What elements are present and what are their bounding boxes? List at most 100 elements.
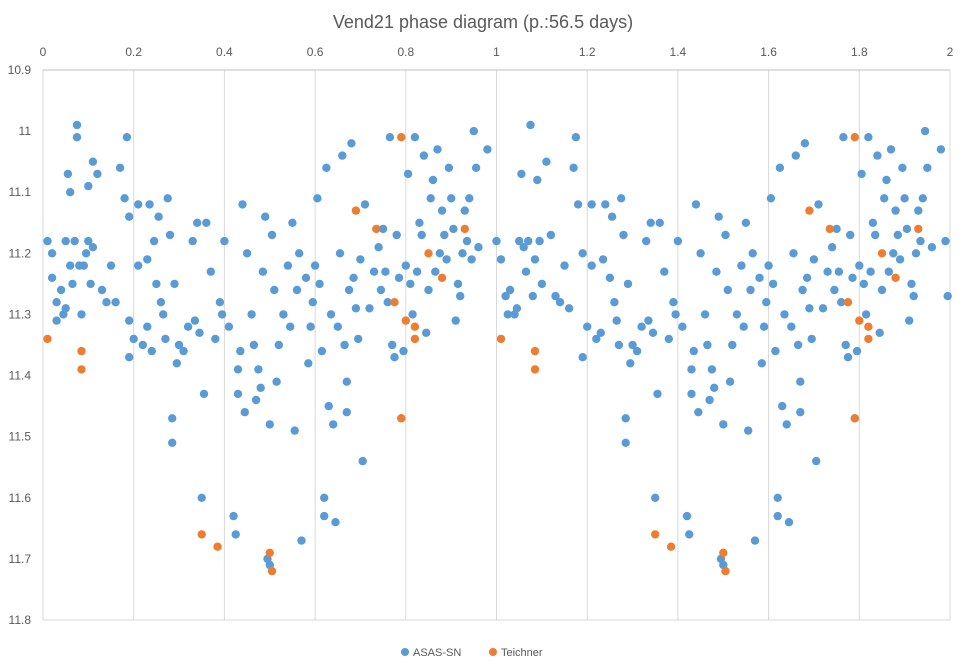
data-point [43,236,52,246]
data-point [134,200,143,209]
data-point [397,133,406,142]
data-point [424,249,433,258]
data-point [202,218,211,227]
data-point [399,346,408,356]
data-point [224,322,234,331]
data-point [757,359,766,368]
data-point [916,236,925,246]
data-point [344,285,354,295]
data-point [134,261,143,270]
data-point [460,224,469,234]
data-point [290,426,299,435]
data-point [437,206,447,215]
data-point [183,322,193,331]
data-point [351,206,361,215]
data-point [564,304,574,313]
x-tick-label: 0 [40,45,47,59]
data-point [125,212,134,221]
data-point [598,255,608,264]
data-point [154,212,163,221]
x-tick-label: 0.4 [216,45,233,59]
data-point [77,346,86,356]
data-point [914,224,923,234]
data-point [147,346,156,356]
data-point [501,291,510,301]
data-point [179,346,188,356]
data-point [653,389,662,399]
y-tick-label: 11.3 [9,307,32,321]
data-point [52,316,61,325]
data-point [444,163,454,172]
data-point [524,236,533,246]
data-point [388,340,397,350]
data-point [229,511,238,521]
data-point [830,285,839,295]
data-point [320,511,329,521]
data-point [746,285,755,295]
data-point [394,273,404,282]
data-series [43,120,952,576]
data-point [866,267,875,276]
data-point [644,316,653,325]
data-point [324,401,333,411]
data-point [530,346,540,356]
data-point [292,285,302,295]
data-point [710,383,719,392]
data-point [689,346,698,356]
data-point [199,389,209,399]
data-point [596,328,605,337]
data-point [560,261,569,270]
data-point [805,206,814,215]
data-point [517,169,526,179]
data-point [889,249,898,258]
data-point [310,261,320,270]
data-point [843,353,853,362]
data-point [256,383,265,392]
data-point [737,261,746,270]
data-point [315,279,324,289]
data-point [909,291,918,301]
data-point [122,133,132,142]
data-point [349,273,358,282]
data-point [515,236,524,246]
data-point [533,175,542,185]
data-point [832,224,841,234]
data-point [84,181,93,191]
data-point [542,157,551,166]
data-point [115,163,125,172]
data-point [283,261,293,270]
data-point [329,420,338,429]
data-point [719,548,728,557]
data-point [381,267,390,276]
data-point [249,340,259,350]
data-point [378,224,388,234]
data-point [274,340,283,350]
data-point [102,298,111,307]
data-point [70,236,79,246]
data-point [213,542,222,551]
data-point [111,298,120,307]
data-point [546,230,556,240]
data-point [782,420,791,429]
data-point [374,243,383,252]
data-point [687,389,696,399]
data-point [796,377,805,386]
data-point [823,267,832,276]
data-point [895,255,905,264]
data-point [721,566,730,576]
data-point [789,249,798,258]
data-point [433,145,442,154]
data-point [687,365,696,374]
data-point [63,169,73,179]
data-point [195,328,204,337]
data-point [850,133,859,142]
data-point [573,200,583,209]
data-point [342,408,351,417]
data-point [424,285,433,295]
data-point [47,273,57,282]
data-point [551,291,560,301]
data-point [456,291,465,301]
data-point [206,267,215,276]
data-point [392,230,401,240]
